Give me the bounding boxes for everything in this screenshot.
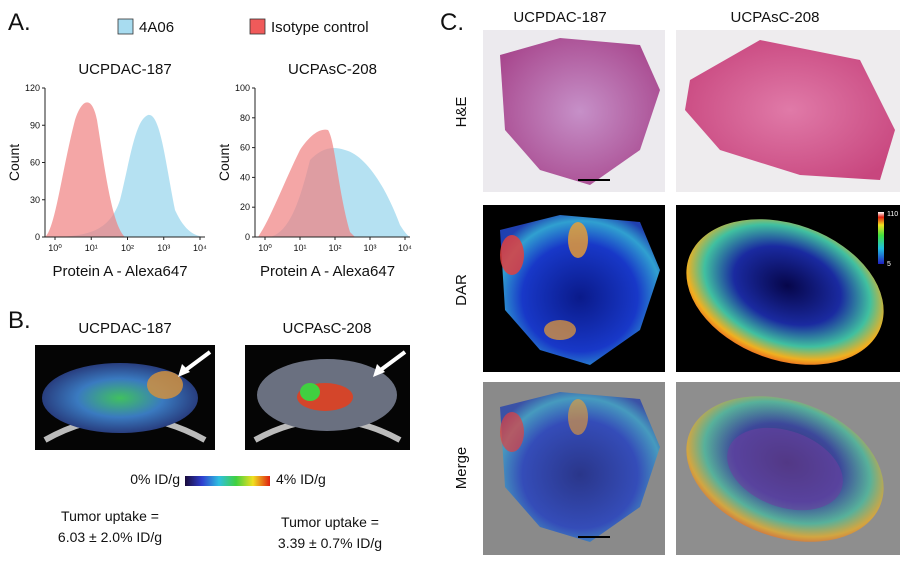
uptake-label: Tumor uptake = bbox=[281, 514, 379, 530]
plot-title: UCPDAC-187 bbox=[78, 61, 171, 78]
legend-label: Isotype control bbox=[271, 19, 369, 36]
uptake-value: 3.39 ± 0.7% ID/g bbox=[278, 535, 382, 551]
colorbar-label: 110 bbox=[887, 211, 898, 218]
x-tick-label: 10⁰ bbox=[48, 243, 62, 253]
x-tick-label: 10¹ bbox=[85, 243, 98, 253]
x-tick-label: 10² bbox=[121, 243, 134, 253]
colorbar bbox=[185, 476, 270, 486]
image-title: UCPAsC-208 bbox=[283, 320, 372, 337]
y-axis-label: Count bbox=[6, 144, 22, 181]
pet-hotspot bbox=[300, 383, 320, 401]
dar-tissue bbox=[500, 215, 660, 365]
legend-swatch bbox=[249, 18, 266, 35]
panel-letter: B. bbox=[8, 307, 31, 334]
x-axis-label: Protein A - Alexa647 bbox=[52, 263, 187, 280]
merge-hotspot bbox=[568, 399, 588, 435]
y-tick-label: 120 bbox=[25, 83, 40, 93]
y-tick-label: 0 bbox=[245, 232, 250, 242]
uptake-label: Tumor uptake = bbox=[61, 508, 159, 524]
pet-tumor bbox=[147, 371, 183, 399]
merge-hotspot bbox=[500, 412, 524, 452]
row-label: H&E bbox=[453, 97, 470, 128]
row-label: DAR bbox=[453, 274, 470, 306]
y-tick-label: 40 bbox=[240, 172, 250, 182]
x-tick-label: 10³ bbox=[363, 243, 376, 253]
y-tick-label: 80 bbox=[240, 113, 250, 123]
x-tick-label: 10¹ bbox=[293, 243, 306, 253]
uptake-value: 6.03 ± 2.0% ID/g bbox=[58, 529, 162, 545]
x-tick-label: 10⁴ bbox=[193, 243, 207, 253]
y-axis-label: Count bbox=[216, 144, 232, 181]
dar-hotspot bbox=[500, 235, 524, 275]
arrow bbox=[376, 350, 407, 374]
x-tick-label: 10⁰ bbox=[258, 243, 272, 253]
dar-tissue bbox=[686, 219, 884, 365]
panel-letter: C. bbox=[440, 9, 464, 36]
arrow-head bbox=[178, 364, 190, 377]
column-title: UCPAsC-208 bbox=[731, 9, 820, 26]
x-tick-label: 10³ bbox=[157, 243, 170, 253]
arrow bbox=[181, 350, 212, 374]
he-tissue bbox=[500, 38, 660, 185]
arrow-head bbox=[373, 364, 385, 377]
plot-title: UCPAsC-208 bbox=[288, 61, 377, 78]
dar-hotspot bbox=[568, 222, 588, 258]
colorbar-label: 4% ID/g bbox=[276, 471, 326, 487]
panel-letter: A. bbox=[8, 9, 31, 36]
merge-tissue-core bbox=[727, 427, 843, 511]
colorbar-label: 5 bbox=[887, 261, 891, 268]
row-label: Merge bbox=[453, 447, 470, 490]
y-tick-label: 90 bbox=[30, 120, 40, 130]
y-tick-label: 60 bbox=[240, 143, 250, 153]
he-tissue bbox=[685, 40, 895, 180]
x-axis-label: Protein A - Alexa647 bbox=[260, 263, 395, 280]
y-tick-label: 30 bbox=[30, 195, 40, 205]
y-tick-label: 0 bbox=[35, 232, 40, 242]
dar-hotspot bbox=[544, 320, 576, 340]
y-tick-label: 60 bbox=[30, 158, 40, 168]
dar-colorbar bbox=[878, 212, 884, 264]
x-tick-label: 10² bbox=[328, 243, 341, 253]
legend-label: 4A06 bbox=[139, 19, 174, 36]
x-tick-label: 10⁴ bbox=[398, 243, 412, 253]
histogram-isotype bbox=[258, 129, 355, 237]
histogram-4a06 bbox=[55, 114, 205, 237]
y-tick-label: 20 bbox=[240, 202, 250, 212]
colorbar-label: 0% ID/g bbox=[130, 471, 180, 487]
histogram-isotype bbox=[45, 102, 125, 237]
merge-tissue bbox=[500, 392, 660, 542]
legend-swatch bbox=[117, 18, 134, 35]
column-title: UCPDAC-187 bbox=[513, 9, 606, 26]
image-title: UCPDAC-187 bbox=[78, 320, 171, 337]
y-tick-label: 100 bbox=[235, 83, 250, 93]
